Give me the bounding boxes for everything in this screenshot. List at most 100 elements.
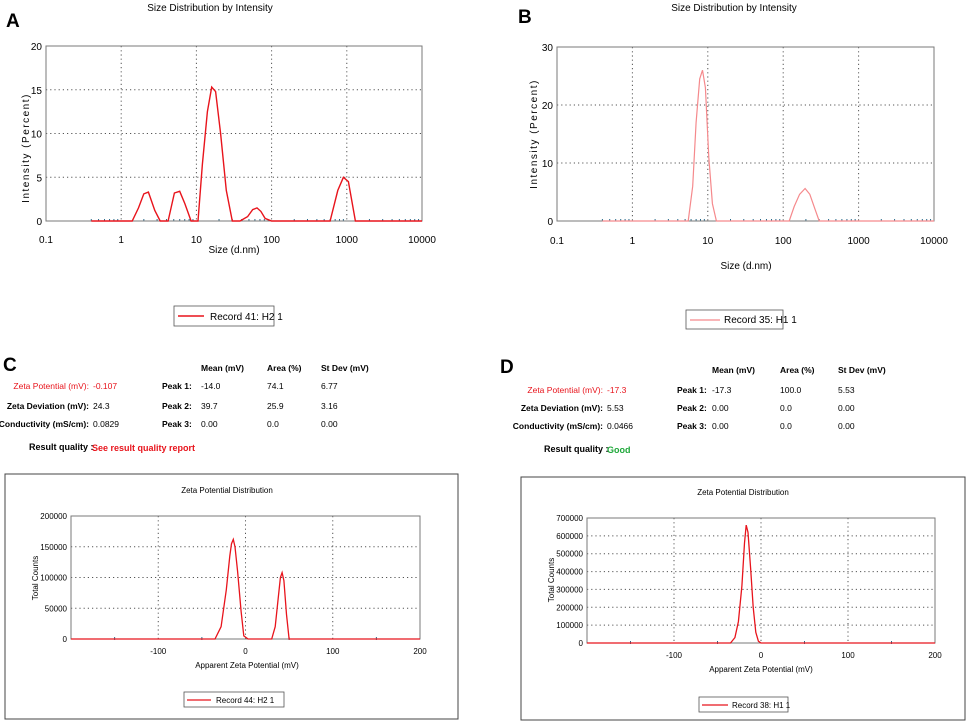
chart-b-legend-box [685, 309, 784, 330]
table-c-zeta-deviation-value: 24.3 [93, 401, 110, 411]
x-tick-label: 1 [118, 235, 124, 246]
y-tick-label: 200000 [40, 512, 67, 521]
table-d-header-mean: Mean (mV) [712, 365, 755, 375]
zeta-results-table-c: Mean (mV) Area (%) St Dev (mV) Zeta Pote… [0, 363, 369, 453]
table-c-result-quality-label: Result quality : [29, 442, 94, 452]
chart-b-title: Size Distribution by Intensity [671, 3, 797, 14]
table-c-peak3-stdev: 0.00 [321, 419, 338, 429]
table-c-peak1-area: 74.1 [267, 381, 284, 391]
x-tick-label: -100 [666, 651, 683, 660]
table-c-peak1-stdev: 6.77 [321, 381, 338, 391]
table-c-header-stdev: St Dev (mV) [321, 363, 369, 373]
chart-a-legend-label: Record 41: H2 1 [210, 312, 283, 323]
zeta-results-table-d: Mean (mV) Area (%) St Dev (mV) Zeta Pote… [513, 365, 886, 455]
chart-d-legend-label: Record 38: H1 1 [732, 701, 791, 710]
table-c-peak3-label: Peak 3: [162, 419, 192, 429]
table-c-peak2-area: 25.9 [267, 401, 284, 411]
chart-b-legend: Record 35: H1 1 [685, 309, 797, 330]
table-c-conductivity-value: 0.0829 [93, 419, 119, 429]
chart-a-legend-box [173, 305, 275, 327]
x-tick-label: 200 [928, 651, 942, 660]
chart-c-series-line [71, 537, 420, 640]
chart-c-outer-box [4, 473, 459, 720]
table-d-peak3-label: Peak 3: [677, 421, 707, 431]
table-c-peak1-label: Peak 1: [162, 381, 192, 391]
panel-letter-d: D [500, 357, 514, 378]
x-tick-label: 0.1 [550, 236, 564, 247]
chart-b-x-label: Size (d.nm) [720, 261, 771, 272]
chart-b-legend-label: Record 35: H1 1 [724, 315, 797, 326]
table-d-peak3-area: 0.0 [780, 421, 792, 431]
y-tick-label: 10 [31, 130, 43, 141]
chart-a-gridlines [46, 46, 422, 221]
table-d-zeta-deviation-value: 5.53 [607, 403, 624, 413]
chart-d-series-line [587, 524, 935, 644]
chart-c-title: Zeta Potential Distribution [181, 486, 273, 495]
chart-a-y-ticks: 0 5 10 15 20 [31, 42, 43, 228]
table-d-peak2-label: Peak 2: [677, 403, 707, 413]
y-tick-label: 20 [542, 101, 554, 112]
chart-b-y-label: Intensity (Percent) [529, 79, 540, 189]
x-tick-label: 10 [702, 236, 714, 247]
y-tick-label: 150000 [40, 543, 67, 552]
table-d-peak1-stdev: 5.53 [838, 385, 855, 395]
y-tick-label: 500000 [556, 550, 583, 559]
x-tick-label: 200 [413, 647, 427, 656]
table-c-peak2-mean: 39.7 [201, 401, 218, 411]
table-c-peak2-label: Peak 2: [162, 401, 192, 411]
y-tick-label: 700000 [556, 514, 583, 523]
chart-b-size-distribution: Size Distribution by Intensity 0.1 1 10 100… [529, 3, 948, 330]
x-tick-label: 100 [841, 651, 855, 660]
x-tick-label: 10 [191, 235, 203, 246]
chart-d-title: Zeta Potential Distribution [697, 488, 789, 497]
chart-c-legend-box [183, 691, 285, 708]
table-c-peak3-mean: 0.00 [201, 419, 218, 429]
panel-letter-c: C [3, 355, 17, 376]
y-tick-label: 15 [31, 86, 43, 97]
table-d-peak1-label: Peak 1: [677, 385, 707, 395]
table-d-peak1-area: 100.0 [780, 385, 802, 395]
chart-a-title: Size Distribution by Intensity [147, 3, 273, 14]
table-c-zeta-potential-label: Zeta Potential (mV): [13, 381, 89, 391]
chart-c-y-label: Total Counts [31, 556, 40, 600]
chart-d-y-label: Total Counts [547, 558, 556, 602]
chart-d-x-ticks: -100 0 100 200 [666, 651, 942, 660]
chart-d-legend-box [698, 696, 789, 713]
chart-a-y-label: Intensity (Percent) [21, 93, 32, 203]
chart-c-y-ticks: 0 50000 100000 150000 200000 [40, 512, 67, 644]
y-tick-label: 600000 [556, 532, 583, 541]
chart-d-outer-box [520, 476, 966, 721]
chart-d-y-ticks: 0 100000 200000 300000 400000 500000 600000 700… [556, 514, 583, 648]
x-tick-label: 0 [243, 647, 248, 656]
table-d-peak3-mean: 0.00 [712, 421, 729, 431]
chart-a-x-label: Size (d.nm) [208, 245, 259, 256]
table-d-zeta-potential-value: -17.3 [607, 385, 627, 395]
table-d-conductivity-label: Conductivity (mS/cm): [513, 421, 603, 431]
chart-b-x-ticks: 0.1 1 10 100 1000 10000 [550, 236, 948, 247]
x-tick-label: 1 [630, 236, 636, 247]
table-c-header-mean: Mean (mV) [201, 363, 244, 373]
chart-c-frame [70, 515, 421, 640]
table-d-peak2-stdev: 0.00 [838, 403, 855, 413]
table-d-peak2-mean: 0.00 [712, 403, 729, 413]
y-tick-label: 50000 [45, 604, 68, 613]
x-tick-label: 1000 [336, 235, 359, 246]
table-d-peak1-mean: -17.3 [712, 385, 732, 395]
y-tick-label: 200000 [556, 603, 583, 612]
table-c-peak2-stdev: 3.16 [321, 401, 338, 411]
table-c-result-quality-value: See result quality report [92, 443, 195, 453]
x-tick-label: 1000 [847, 236, 870, 247]
table-d-peak2-area: 0.0 [780, 403, 792, 413]
chart-d-legend: Record 38: H1 1 [698, 696, 791, 713]
y-tick-label: 10 [542, 159, 554, 170]
x-tick-label: 100 [326, 647, 340, 656]
table-d-header-area: Area (%) [780, 365, 815, 375]
x-tick-label: 0.1 [39, 235, 53, 246]
table-d-result-quality-value: Good [607, 445, 631, 455]
table-d-peak3-stdev: 0.00 [838, 421, 855, 431]
table-c-header-area: Area (%) [267, 363, 302, 373]
panel-letter-b: B [518, 7, 532, 28]
table-d-header-stdev: St Dev (mV) [838, 365, 886, 375]
chart-c-x-label: Apparent Zeta Potential (mV) [195, 661, 299, 670]
chart-a-x-ticks: 0.1 1 10 100 1000 10000 [39, 235, 436, 246]
